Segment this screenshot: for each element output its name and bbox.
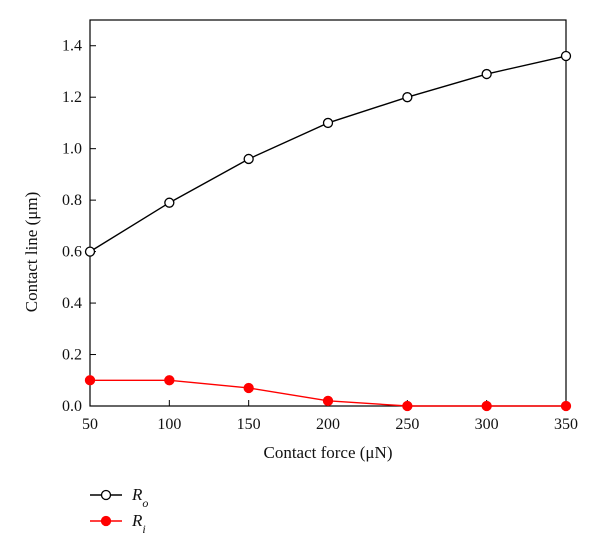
series-line-ro [89,55,567,253]
x-tick-label: 100 [157,416,181,433]
x-tick-label: 150 [237,416,261,433]
data-point-ri [560,400,572,412]
data-point-ri [402,400,413,412]
data-point-ro [402,92,413,103]
legend-label-ro: Ro [131,485,148,510]
plot-frame [89,19,567,407]
data-point-ro [560,50,572,62]
x-tick-label: 350 [554,416,578,433]
y-tick-label: 0.2 [62,347,82,364]
data-point-ro [322,117,334,129]
x-tick-label: 200 [316,416,340,433]
data-point-ri [322,395,334,407]
legend-item-ri: Ri [90,511,146,536]
legend-label-ri: Ri [131,511,146,536]
data-point-ri [481,400,492,412]
x-axis-ticks: 50 100 150 200 250 300 350 [82,400,578,433]
plot-area [89,19,567,407]
y-tick-label: 0.6 [62,244,82,261]
x-tick-label: 300 [475,416,499,433]
series-ro [84,50,572,257]
legend-marker-ro [100,489,112,501]
data-point-ro [243,153,254,165]
legend-marker-ri [100,515,112,527]
y-tick-label: 1.2 [62,89,82,106]
y-axis-title: Contact line (μm) [22,192,41,313]
y-tick-label: 1.4 [62,38,82,55]
x-axis-title: Contact force (μN) [263,443,392,462]
data-point-ro [481,68,492,80]
data-point-ri [84,375,96,386]
series-layer [84,50,572,412]
legend-item-ro: Ro [90,485,148,510]
x-tick-label: 50 [82,416,98,433]
series-ri [84,375,572,412]
y-tick-label: 0.4 [62,295,82,312]
data-point-ri [243,382,254,394]
y-tick-label: 0.0 [62,398,82,415]
data-point-ro [84,246,96,257]
x-tick-label: 250 [395,416,419,433]
y-axis-ticks: 0.0 0.2 0.4 0.6 0.8 1.0 1.2 1.4 [62,38,96,415]
y-tick-label: 1.0 [62,141,82,158]
data-point-ri [164,375,175,386]
y-tick-label: 0.8 [62,192,82,209]
data-point-ro [164,197,175,208]
